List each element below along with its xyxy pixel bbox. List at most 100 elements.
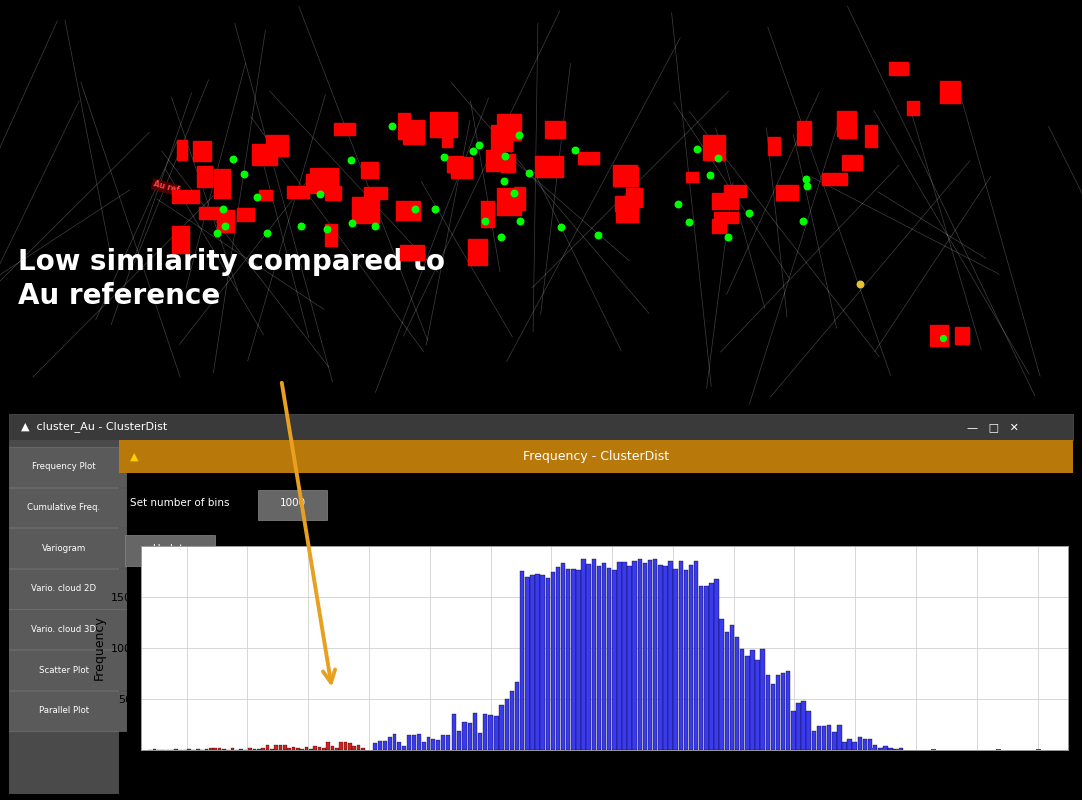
Bar xyxy=(426,738,431,750)
Bar xyxy=(305,174,327,189)
Bar xyxy=(545,121,565,138)
Point xyxy=(343,154,360,166)
Bar xyxy=(551,572,555,750)
Bar xyxy=(530,575,535,750)
Bar xyxy=(504,698,509,750)
Bar xyxy=(486,150,503,171)
Bar xyxy=(643,563,647,750)
Bar xyxy=(740,649,744,750)
Bar xyxy=(361,162,379,178)
Bar xyxy=(577,570,581,750)
Bar xyxy=(452,714,457,750)
Bar xyxy=(269,749,274,750)
Bar xyxy=(866,125,876,147)
Bar xyxy=(765,675,770,750)
Bar xyxy=(334,123,355,135)
Point xyxy=(236,167,253,180)
Bar xyxy=(1037,749,1041,750)
Text: 1000: 1000 xyxy=(280,498,306,508)
Bar xyxy=(712,219,726,233)
Text: ▲  cluster_Au - ClusterDist: ▲ cluster_Au - ClusterDist xyxy=(22,422,168,432)
Bar xyxy=(331,746,334,750)
Bar xyxy=(842,742,847,750)
Bar xyxy=(491,125,512,151)
Bar xyxy=(239,749,243,750)
Bar xyxy=(822,726,827,750)
Bar xyxy=(607,568,611,750)
Bar xyxy=(745,656,750,750)
Bar xyxy=(622,562,626,750)
Bar xyxy=(725,632,729,750)
Bar xyxy=(217,747,222,750)
Bar xyxy=(724,185,745,197)
Bar xyxy=(883,746,887,750)
Bar xyxy=(187,749,192,750)
Bar xyxy=(694,561,698,750)
Bar xyxy=(709,583,714,750)
Bar xyxy=(940,81,960,103)
Bar xyxy=(500,706,504,750)
Point xyxy=(216,219,234,232)
Bar xyxy=(704,586,709,750)
Bar xyxy=(216,210,234,233)
Bar xyxy=(266,134,288,156)
Bar xyxy=(172,190,199,203)
Bar xyxy=(256,749,261,750)
Bar xyxy=(357,745,360,750)
Bar xyxy=(467,723,472,750)
Bar xyxy=(520,571,525,750)
Bar xyxy=(931,326,948,346)
Bar xyxy=(261,747,265,750)
FancyBboxPatch shape xyxy=(2,610,126,650)
Point xyxy=(701,169,718,182)
Bar xyxy=(510,691,514,750)
Bar xyxy=(403,746,406,750)
Bar xyxy=(581,559,585,750)
Bar xyxy=(348,743,352,750)
Point xyxy=(426,202,444,215)
Bar xyxy=(403,120,424,144)
Bar xyxy=(340,742,343,750)
Bar xyxy=(484,714,487,750)
Bar xyxy=(761,649,765,750)
Bar xyxy=(497,114,522,140)
Point xyxy=(209,227,226,240)
Bar xyxy=(770,684,775,750)
Bar xyxy=(871,747,875,750)
Point xyxy=(720,230,737,243)
Bar xyxy=(896,749,900,750)
Bar xyxy=(712,194,738,210)
Bar xyxy=(398,114,410,138)
Bar xyxy=(446,735,450,750)
Bar xyxy=(252,144,277,166)
FancyBboxPatch shape xyxy=(119,440,1073,473)
Bar xyxy=(536,574,540,750)
Bar xyxy=(383,742,386,750)
Bar xyxy=(237,207,254,221)
Point xyxy=(681,216,698,229)
Bar xyxy=(842,155,861,170)
Text: ▲: ▲ xyxy=(130,451,138,462)
Bar xyxy=(193,142,211,161)
Point xyxy=(799,179,816,192)
Bar xyxy=(879,747,883,750)
Point xyxy=(590,229,607,242)
Bar xyxy=(812,731,816,750)
Bar xyxy=(702,135,725,160)
Bar xyxy=(497,188,520,214)
Bar xyxy=(776,675,780,750)
Bar xyxy=(673,569,678,750)
Bar xyxy=(720,619,724,750)
Bar xyxy=(806,711,810,750)
Bar xyxy=(467,239,487,266)
Bar xyxy=(432,739,435,750)
Bar xyxy=(768,138,780,155)
Bar xyxy=(881,749,886,750)
FancyBboxPatch shape xyxy=(2,528,126,568)
FancyBboxPatch shape xyxy=(2,487,126,527)
Bar xyxy=(321,172,333,188)
Text: —   □   ✕: — □ ✕ xyxy=(967,422,1019,432)
Text: Update: Update xyxy=(151,543,189,554)
Point xyxy=(225,152,242,165)
FancyBboxPatch shape xyxy=(9,440,119,794)
